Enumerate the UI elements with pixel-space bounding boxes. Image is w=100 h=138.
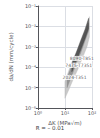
svg-text:2024-T351: 2024-T351	[63, 75, 87, 80]
svg-text:7475-T7351: 7475-T7351	[65, 63, 92, 68]
svg-text:ΔK (MPa√m): ΔK (MPa√m)	[48, 119, 82, 126]
svg-text:da/dN (mm/cycle): da/dN (mm/cycle)	[8, 32, 15, 81]
svg-text:10²: 10²	[88, 110, 96, 116]
svg-text:10⁰: 10⁰	[34, 110, 42, 116]
svg-text:10⁻³: 10⁻³	[25, 44, 36, 50]
svg-text:R = – 0.01: R = – 0.01	[36, 125, 65, 131]
svg-text:10⁻¹: 10⁻¹	[25, 3, 36, 9]
svg-text:10⁻⁴: 10⁻⁴	[25, 64, 36, 70]
svg-text:10⁻⁵: 10⁻⁵	[25, 85, 36, 91]
svg-text:8090-T851: 8090-T851	[70, 56, 94, 61]
svg-text:10⁻²: 10⁻²	[25, 23, 36, 29]
svg-text:10⁻⁶: 10⁻⁶	[24, 105, 36, 111]
svg-text:10¹: 10¹	[61, 110, 69, 116]
